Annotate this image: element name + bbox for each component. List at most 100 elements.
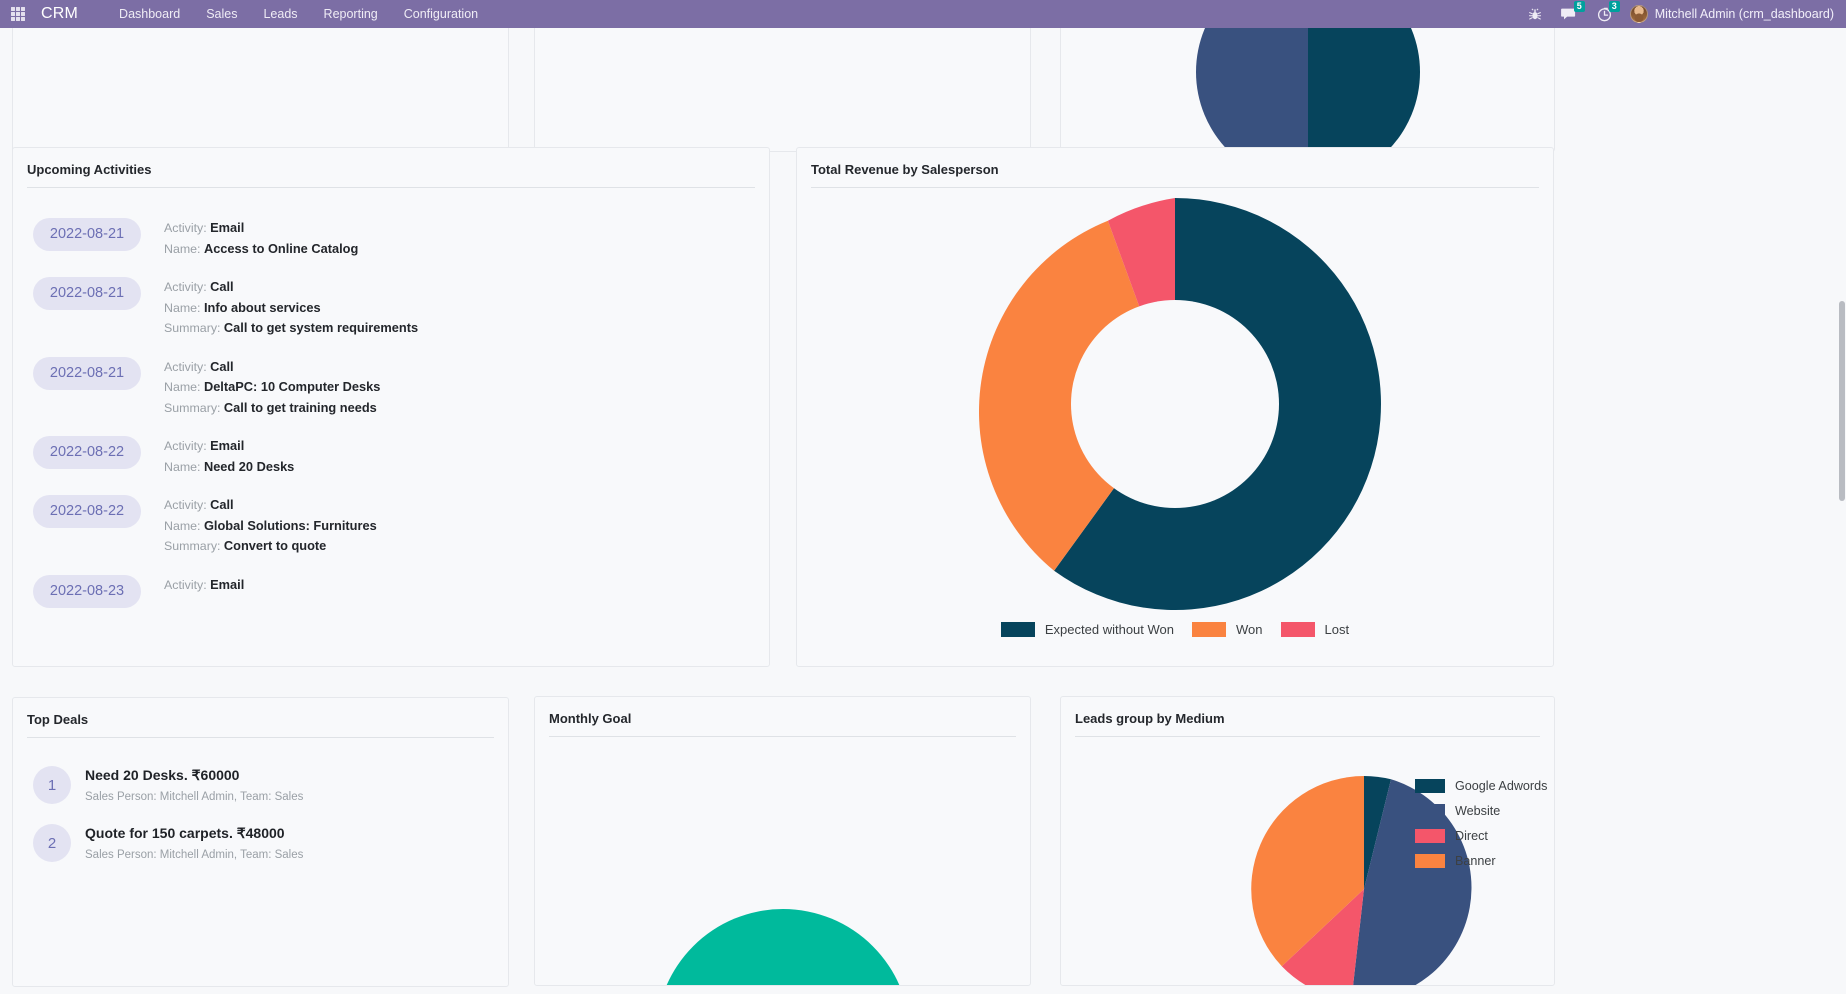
revenue-chart-legend: Expected without Won Won Lost <box>797 622 1553 637</box>
legend-item-expected-without-won[interactable]: Expected without Won <box>1000 622 1174 637</box>
activities-badge: 3 <box>1608 1 1620 12</box>
activity-summary-line: Summary: Convert to quote <box>164 536 377 557</box>
legend-swatch-icon <box>1415 779 1445 793</box>
main-menu: Dashboard Sales Leads Reporting Configur… <box>106 1 491 27</box>
monthly-goal-title: Monthly Goal <box>549 711 632 726</box>
activity-value: Email <box>210 438 245 453</box>
summary-value: Convert to quote <box>223 538 327 553</box>
activity-value: Email <box>210 220 245 235</box>
avatar[interactable] <box>1629 5 1648 23</box>
legend-item-lost[interactable]: Lost <box>1280 622 1350 637</box>
upcoming-activities-title: Upcoming Activities <box>27 162 152 177</box>
legend-label: Won <box>1236 622 1263 637</box>
name-label: Name: <box>164 518 201 533</box>
activity-details: Activity: Call Name: Info about services… <box>164 275 418 339</box>
menu-item-sales[interactable]: Sales <box>206 7 238 21</box>
summary-label: Summary: <box>164 539 221 553</box>
revenue-donut-chart[interactable] <box>969 198 1381 610</box>
divider <box>27 737 494 738</box>
legend-swatch-icon <box>1192 622 1227 637</box>
activity-date[interactable]: 2022-08-21 <box>33 356 141 390</box>
menu-item-reporting[interactable]: Reporting <box>323 7 378 21</box>
activity-value: Email <box>210 576 245 592</box>
name-value: Need 20 Desks <box>203 458 295 474</box>
activity-name-line: Name: Global Solutions: Furnitures <box>164 516 377 537</box>
activity-date[interactable]: 2022-08-21 <box>33 277 141 310</box>
leads-by-medium-pie-chart[interactable] <box>1251 776 1477 985</box>
activity-date[interactable]: 2022-08-21 <box>33 218 141 251</box>
activity-type-line: Activity: Call <box>164 277 418 298</box>
list-item[interactable]: 2022-08-21 Activity: Email Name: Access … <box>13 208 769 267</box>
top-partial-pie-chart <box>1192 0 1424 151</box>
divider <box>549 736 1016 737</box>
legend-item-banner[interactable]: Banner <box>1415 854 1547 868</box>
activity-label: Activity: <box>164 280 207 294</box>
user-menu-label[interactable]: Mitchell Admin (crm_dashboard) <box>1654 7 1834 21</box>
name-label: Name: <box>164 380 201 394</box>
page-scrollbar[interactable] <box>1838 56 1846 994</box>
list-item[interactable]: 2 Quote for 150 carpets. ₹48000 Sales Pe… <box>13 814 508 872</box>
menu-item-configuration[interactable]: Configuration <box>403 7 479 21</box>
activity-label: Activity: <box>164 577 207 592</box>
name-value: Access to Online Catalog <box>203 240 359 256</box>
deal-info: Quote for 150 carpets. ₹48000 Sales Pers… <box>85 825 303 861</box>
total-revenue-chart-area: Expected without Won Won Lost <box>797 198 1553 666</box>
activity-name-line: Name: Info about services <box>164 298 418 319</box>
name-value: DeltaPC: 10 Computer Desks <box>203 379 381 394</box>
activity-label: Activity: <box>164 359 207 374</box>
legend-item-website[interactable]: Website <box>1415 804 1547 818</box>
summary-label: Summary: <box>164 321 221 335</box>
name-label: Name: <box>164 300 201 315</box>
deal-title: Need 20 Desks. ₹60000 <box>85 767 240 783</box>
list-item[interactable]: 2022-08-23 Activity: Email <box>13 565 769 616</box>
list-item[interactable]: 2022-08-22 Activity: Email Name: Need 20… <box>13 426 769 485</box>
messages-badge: 5 <box>1573 1 1585 12</box>
upcoming-activities-list[interactable]: 2022-08-21 Activity: Email Name: Access … <box>13 208 769 666</box>
top-deals-list: 1 Need 20 Desks. ₹60000 Sales Person: Mi… <box>13 738 508 872</box>
summary-value: Call to get system requirements <box>223 320 419 335</box>
legend-swatch-icon <box>1415 829 1445 843</box>
activities-clock-icon[interactable]: 3 <box>1587 0 1622 28</box>
legend-item-direct[interactable]: Direct <box>1415 829 1547 843</box>
total-revenue-card: Total Revenue by Salesperson Expected wi… <box>796 147 1554 667</box>
activity-date[interactable]: 2022-08-22 <box>33 495 141 528</box>
scrollbar-thumb[interactable] <box>1839 301 1845 501</box>
legend-item-won[interactable]: Won <box>1192 622 1263 637</box>
menu-item-leads[interactable]: Leads <box>263 7 298 21</box>
activity-date[interactable]: 2022-08-23 <box>33 574 141 608</box>
summary-label: Summary: <box>164 400 221 415</box>
top-partial-card-right <box>1060 0 1555 152</box>
menu-item-dashboard[interactable]: Dashboard <box>119 7 181 21</box>
legend-item-google-adwords[interactable]: Google Adwords <box>1415 779 1547 793</box>
divider <box>27 187 755 188</box>
monthly-goal-chart[interactable] <box>655 909 910 985</box>
legend-label: Banner <box>1455 854 1496 868</box>
apps-grid-icon[interactable] <box>11 7 25 21</box>
deal-subtitle: Sales Person: Mitchell Admin, Team: Sale… <box>85 791 304 803</box>
activity-label: Activity: <box>164 498 207 512</box>
list-item[interactable]: 1 Need 20 Desks. ₹60000 Sales Person: Mi… <box>13 756 508 814</box>
list-item[interactable]: 2022-08-22 Activity: Call Name: Global S… <box>13 485 769 565</box>
top-deals-card: Top Deals 1 Need 20 Desks. ₹60000 Sales … <box>12 697 509 987</box>
activity-type-line: Activity: Email <box>164 436 294 457</box>
bug-icon[interactable] <box>1519 0 1551 28</box>
legend-label: Website <box>1455 804 1501 818</box>
summary-value: Call to get training needs <box>223 399 377 415</box>
activity-summary-line: Summary: Call to get system requirements <box>164 318 418 339</box>
activity-details: Activity: Email Name: Access to Online C… <box>164 216 358 259</box>
activity-value: Call <box>210 279 234 294</box>
list-item[interactable]: 2022-08-21 Activity: Call Name: Info abo… <box>13 267 769 347</box>
legend-label: Lost <box>1324 622 1350 637</box>
messages-icon[interactable]: 5 <box>1551 0 1587 28</box>
activity-date[interactable]: 2022-08-22 <box>33 436 141 469</box>
app-brand-crm[interactable]: CRM <box>41 5 79 22</box>
leads-by-medium-title: Leads group by Medium <box>1075 711 1225 726</box>
activity-type-line: Activity: Call <box>164 357 380 378</box>
legend-label: Google Adwords <box>1455 779 1548 793</box>
activity-type-line: Activity: Call <box>164 495 377 516</box>
activity-type-line: Activity: Email <box>164 218 358 239</box>
activity-value: Call <box>210 497 234 512</box>
list-item[interactable]: 2022-08-21 Activity: Call Name: DeltaPC:… <box>13 347 769 427</box>
legend-swatch-icon <box>1415 854 1445 868</box>
